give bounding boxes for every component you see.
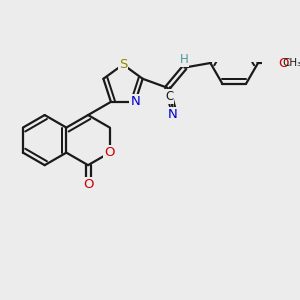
Text: O: O (104, 146, 115, 159)
Text: O: O (278, 56, 288, 70)
Text: N: N (130, 95, 140, 108)
Text: N: N (168, 109, 178, 122)
Text: S: S (119, 58, 127, 71)
Text: O: O (83, 178, 93, 191)
Text: H: H (179, 53, 188, 66)
Text: CH₃: CH₃ (282, 58, 300, 68)
Text: C: C (165, 90, 173, 103)
